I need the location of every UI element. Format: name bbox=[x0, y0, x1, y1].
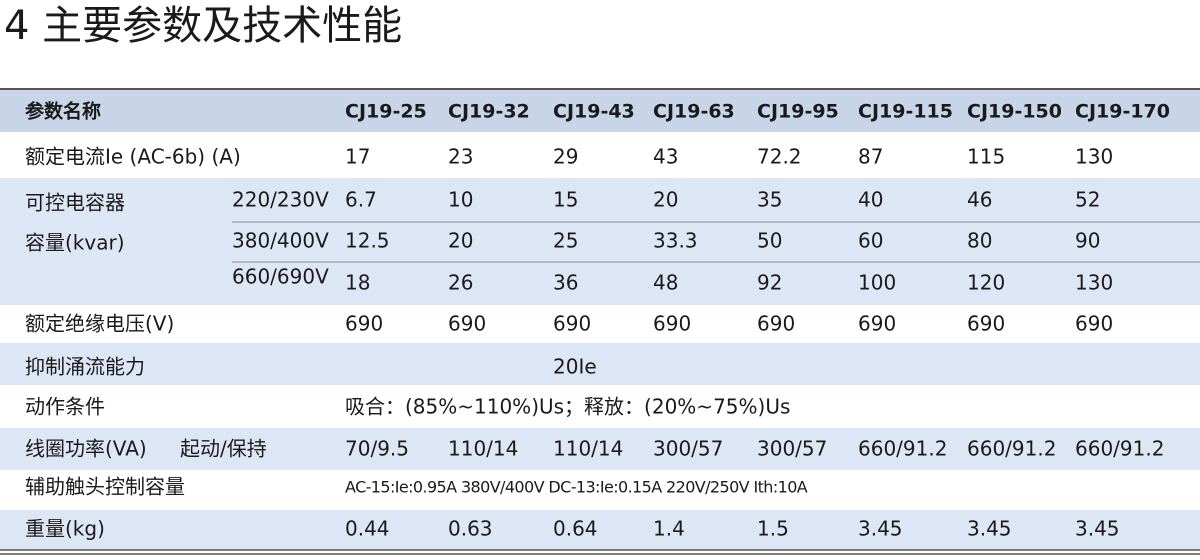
row-label: 重量(kg) bbox=[25, 517, 105, 541]
row-label: 额定绝缘电压(V) bbox=[25, 312, 174, 336]
cell: 20 bbox=[653, 188, 678, 212]
cell: 690 bbox=[448, 312, 486, 336]
row-band bbox=[0, 178, 1200, 305]
cell: 115 bbox=[967, 145, 1005, 169]
row-sublabel: 220/230V bbox=[232, 188, 329, 212]
row-label: 额定电流Ie (AC-6b) (A) bbox=[25, 145, 241, 169]
header-band bbox=[0, 90, 1200, 132]
header-cell: CJ19-43 bbox=[553, 101, 635, 123]
cell: 90 bbox=[1075, 229, 1100, 253]
cell: 50 bbox=[757, 229, 782, 253]
cell: 300/57 bbox=[757, 437, 827, 461]
cell: 92 bbox=[757, 271, 782, 295]
row-label: 线圈功率(VA) bbox=[25, 437, 147, 461]
cell: 15 bbox=[553, 188, 578, 212]
cell: 20Ie bbox=[553, 355, 597, 379]
cell: AC-15:Ie:0.95A 380V/400V DC-13:Ie:0.15A … bbox=[345, 478, 808, 497]
cell: 0.44 bbox=[345, 517, 390, 541]
cell: 130 bbox=[1075, 271, 1113, 295]
cell: 690 bbox=[1075, 312, 1113, 336]
cell: 52 bbox=[1075, 188, 1100, 212]
row-label: 容量(kvar) bbox=[25, 231, 125, 255]
cell: 20 bbox=[448, 229, 473, 253]
cell: 0.63 bbox=[448, 517, 493, 541]
cell: 110/14 bbox=[448, 437, 518, 461]
row-sublabel: 660/690V bbox=[232, 265, 329, 289]
cell: 690 bbox=[345, 312, 383, 336]
page-title: 4 主要参数及技术性能 bbox=[4, 3, 402, 49]
cell: 35 bbox=[757, 188, 782, 212]
cell: 48 bbox=[653, 271, 678, 295]
cell: 110/14 bbox=[553, 437, 623, 461]
cell: 46 bbox=[967, 188, 992, 212]
cell: 36 bbox=[553, 271, 578, 295]
cell: 40 bbox=[858, 188, 883, 212]
row-sublabel: 起动/保持 bbox=[180, 437, 267, 461]
row-label: 可控电容器 bbox=[25, 191, 125, 215]
cell: 80 bbox=[967, 229, 992, 253]
cell: 18 bbox=[345, 271, 370, 295]
row-sublabel: 380/400V bbox=[232, 229, 329, 253]
cell: 吸合：(85%~110%)Us；释放：(20%~75%)Us bbox=[345, 395, 790, 419]
cell: 0.64 bbox=[553, 517, 598, 541]
row-band bbox=[0, 428, 1200, 470]
header-cell: CJ19-115 bbox=[858, 101, 953, 123]
cell: 6.7 bbox=[345, 188, 377, 212]
row-label: 辅助触头控制容量 bbox=[25, 475, 185, 499]
header-cell: CJ19-170 bbox=[1075, 101, 1170, 123]
header-cell: CJ19-150 bbox=[967, 101, 1062, 123]
header-cell: CJ19-95 bbox=[757, 101, 839, 123]
cell: 87 bbox=[858, 145, 883, 169]
cell: 3.45 bbox=[1075, 517, 1120, 541]
cell: 660/91.2 bbox=[967, 437, 1056, 461]
cell: 690 bbox=[757, 312, 795, 336]
cell: 690 bbox=[553, 312, 591, 336]
header-cell: CJ19-63 bbox=[653, 101, 735, 123]
cell: 3.45 bbox=[967, 517, 1012, 541]
header-cell: 参数名称 bbox=[25, 100, 101, 123]
cell: 690 bbox=[967, 312, 1005, 336]
cell: 25 bbox=[553, 229, 578, 253]
cell: 17 bbox=[345, 145, 370, 169]
row-band bbox=[0, 510, 1200, 550]
cell: 43 bbox=[653, 145, 678, 169]
cell: 10 bbox=[448, 188, 473, 212]
cell: 660/91.2 bbox=[1075, 437, 1164, 461]
row-label: 抑制涌流能力 bbox=[25, 355, 145, 379]
header-cell: CJ19-32 bbox=[448, 101, 530, 123]
cell: 33.3 bbox=[653, 229, 698, 253]
cell: 660/91.2 bbox=[858, 437, 947, 461]
row-label: 动作条件 bbox=[25, 395, 105, 419]
cell: 26 bbox=[448, 271, 473, 295]
row-band bbox=[0, 343, 1200, 385]
cell: 120 bbox=[967, 271, 1005, 295]
cell: 690 bbox=[858, 312, 896, 336]
cell: 12.5 bbox=[345, 229, 390, 253]
cell: 130 bbox=[1075, 145, 1113, 169]
cell: 690 bbox=[653, 312, 691, 336]
cell: 29 bbox=[553, 145, 578, 169]
header-cell: CJ19-25 bbox=[345, 101, 427, 123]
cell: 23 bbox=[448, 145, 473, 169]
cell: 1.5 bbox=[757, 517, 789, 541]
cell: 100 bbox=[858, 271, 896, 295]
cell: 60 bbox=[858, 229, 883, 253]
cell: 3.45 bbox=[858, 517, 903, 541]
cell: 70/9.5 bbox=[345, 437, 409, 461]
cell: 300/57 bbox=[653, 437, 723, 461]
cell: 72.2 bbox=[757, 145, 802, 169]
cell: 1.4 bbox=[653, 517, 685, 541]
